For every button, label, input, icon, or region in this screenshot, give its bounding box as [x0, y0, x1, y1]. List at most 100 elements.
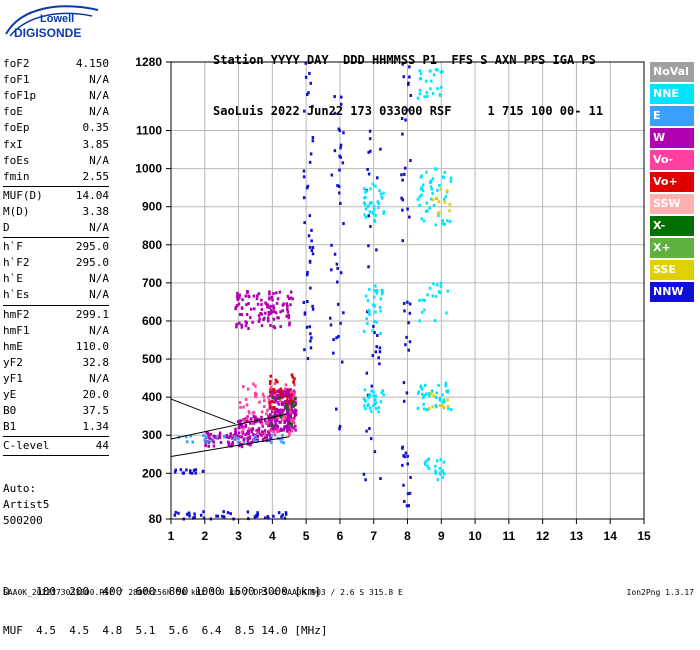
data-point	[409, 94, 413, 98]
data-point	[367, 308, 370, 312]
data-point	[274, 397, 277, 401]
data-point	[405, 391, 409, 395]
data-point	[242, 427, 245, 431]
data-point	[253, 417, 257, 421]
data-point	[230, 443, 234, 447]
param-name: foF1p	[3, 89, 37, 103]
data-point	[293, 403, 297, 407]
data-point	[311, 307, 315, 311]
data-point	[272, 325, 275, 329]
data-point	[426, 209, 429, 213]
data-point	[336, 302, 340, 306]
data-point	[209, 432, 212, 436]
data-point	[278, 290, 282, 294]
x-tick-label: 4	[269, 529, 276, 543]
data-point	[246, 387, 250, 391]
data-point	[185, 440, 189, 444]
data-point	[273, 393, 276, 397]
data-point	[374, 394, 378, 398]
y-tick-label: 600	[142, 314, 162, 328]
data-point	[402, 301, 406, 305]
param-name: yF1	[3, 371, 23, 385]
data-point	[229, 432, 233, 436]
data-point	[377, 410, 380, 414]
data-point	[288, 412, 292, 416]
data-point	[292, 426, 295, 430]
data-point	[266, 408, 269, 412]
data-point	[174, 510, 178, 514]
data-point	[289, 388, 292, 392]
muf-value-row: MUF 4.5 4.5 4.8 5.1 5.6 6.4 8.5 14.0 [MH…	[3, 624, 328, 637]
data-point	[272, 306, 276, 310]
data-point	[288, 323, 291, 327]
data-point	[202, 469, 205, 473]
data-point	[215, 514, 218, 518]
data-point	[289, 303, 292, 307]
data-point	[292, 393, 295, 397]
data-point	[242, 405, 245, 409]
data-point	[302, 300, 306, 304]
data-point	[203, 438, 206, 442]
data-point	[444, 384, 448, 388]
data-point	[273, 409, 277, 413]
data-point	[373, 219, 377, 223]
legend-item: NoVal	[650, 62, 694, 82]
data-point	[269, 323, 272, 327]
param-name: D	[3, 221, 10, 234]
data-point	[436, 68, 439, 72]
data-point	[379, 331, 382, 335]
data-point	[365, 317, 368, 321]
data-point	[276, 316, 279, 320]
data-point	[238, 423, 241, 427]
param-value: 37.5	[82, 404, 110, 418]
data-point	[258, 432, 262, 436]
param-value: 0.35	[82, 121, 110, 135]
data-point	[379, 297, 383, 301]
data-point	[302, 169, 306, 173]
data-point	[255, 297, 259, 301]
data-point	[275, 301, 279, 305]
data-point	[368, 210, 372, 214]
data-point	[227, 436, 230, 440]
data-point	[290, 429, 294, 433]
data-point	[330, 268, 333, 272]
data-point	[400, 196, 403, 200]
data-point	[281, 395, 285, 399]
data-point	[239, 419, 243, 423]
data-point	[408, 215, 411, 219]
data-point	[292, 398, 296, 402]
data-point	[308, 259, 312, 263]
data-point	[274, 421, 277, 425]
data-point	[270, 418, 274, 422]
data-point	[437, 211, 441, 215]
data-point	[339, 155, 342, 159]
data-point	[293, 383, 296, 387]
data-point	[441, 393, 444, 397]
data-point	[303, 221, 306, 225]
auto-version: 500200	[3, 514, 43, 527]
data-point	[306, 271, 309, 275]
data-point	[342, 131, 345, 135]
legend-item: W	[650, 128, 694, 148]
data-point	[339, 95, 343, 99]
data-point	[381, 291, 384, 295]
data-point	[311, 252, 315, 256]
data-point	[277, 511, 281, 515]
y-tick-label: 500	[142, 352, 162, 366]
x-tick-label: 15	[637, 529, 651, 543]
data-point	[272, 430, 276, 434]
data-point	[368, 393, 372, 397]
data-point	[276, 397, 279, 401]
data-point	[340, 102, 343, 106]
data-point	[305, 273, 309, 277]
data-point	[425, 201, 429, 205]
data-point	[372, 295, 376, 299]
data-point	[267, 312, 271, 316]
data-point	[431, 294, 435, 298]
legend-item: NNE	[650, 84, 694, 104]
legend-item: SSW	[650, 194, 694, 214]
data-point	[267, 516, 270, 520]
data-point	[425, 91, 428, 95]
data-point	[247, 419, 251, 423]
data-point	[273, 408, 276, 412]
